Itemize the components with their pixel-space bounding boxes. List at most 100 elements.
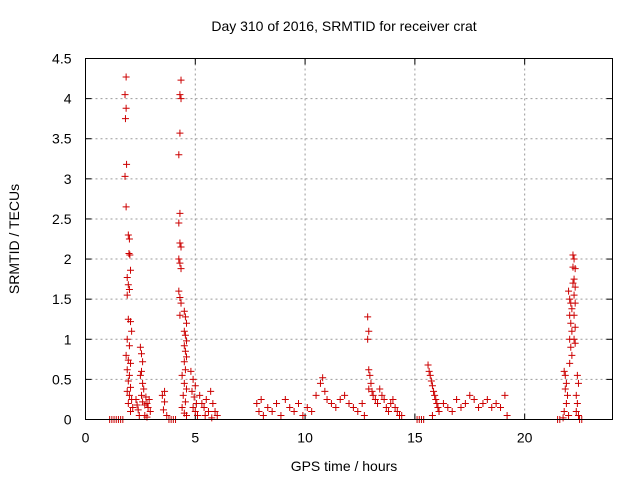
data-point — [380, 395, 388, 403]
data-point — [180, 307, 188, 315]
data-point — [573, 371, 581, 379]
data-point — [571, 299, 579, 307]
data-point — [213, 411, 221, 419]
axis-ticks: 0 0.5 1 1.5 2 2.5 3 3.5 4 4.5 0 5 10 15 20 — [52, 51, 613, 446]
data-point — [191, 407, 199, 415]
data-point — [176, 294, 184, 302]
y-tick-label: 2.5 — [52, 211, 72, 227]
data-point — [428, 411, 436, 419]
data-point — [367, 379, 375, 387]
data-series-srmtid — [106, 73, 586, 423]
data-point — [190, 393, 198, 401]
data-point — [179, 391, 187, 399]
data-point — [374, 399, 382, 407]
data-point — [341, 391, 349, 399]
data-point — [126, 251, 134, 259]
data-point — [180, 342, 188, 350]
data-point — [177, 265, 185, 273]
data-point — [208, 414, 216, 422]
data-point — [563, 391, 571, 399]
data-point — [277, 411, 285, 419]
data-point — [569, 251, 577, 259]
data-point — [178, 371, 186, 379]
x-tick-label: 10 — [297, 430, 313, 446]
data-point — [145, 395, 153, 403]
data-point — [570, 275, 578, 283]
data-point — [393, 407, 401, 415]
data-point — [439, 399, 447, 407]
data-point — [358, 399, 366, 407]
plot-frame — [85, 58, 613, 420]
x-tick-label: 5 — [191, 430, 199, 446]
chart-title: Day 310 of 2016, SRMTID for receiver cra… — [211, 18, 476, 34]
data-point — [571, 283, 579, 291]
data-point — [371, 395, 379, 403]
data-point — [368, 387, 376, 395]
data-point — [187, 367, 195, 375]
data-point — [193, 411, 201, 419]
data-point — [181, 366, 189, 374]
data-point — [378, 391, 386, 399]
data-point — [427, 377, 435, 385]
data-point — [253, 399, 261, 407]
data-point — [146, 407, 154, 415]
data-point — [290, 407, 298, 415]
data-point — [360, 411, 368, 419]
data-point — [181, 398, 189, 406]
data-point — [321, 387, 329, 395]
data-point — [211, 407, 219, 415]
data-point — [571, 323, 579, 331]
data-point — [567, 343, 575, 351]
data-point — [207, 387, 215, 395]
data-point — [444, 403, 452, 411]
data-point — [345, 399, 353, 407]
data-point — [136, 343, 144, 351]
data-point — [448, 407, 456, 415]
y-tick-label: 0 — [64, 412, 72, 428]
y-tick-label: 1.5 — [52, 291, 72, 307]
data-point — [177, 299, 185, 307]
data-point — [204, 407, 212, 415]
data-point — [125, 235, 133, 243]
data-point — [425, 367, 433, 375]
data-point — [475, 403, 483, 411]
data-point — [391, 403, 399, 411]
data-point — [570, 335, 578, 343]
data-point — [466, 391, 474, 399]
data-point — [501, 391, 509, 399]
data-point — [268, 407, 276, 415]
data-point — [426, 371, 434, 379]
data-point — [181, 331, 189, 339]
data-point — [457, 403, 465, 411]
data-point — [132, 395, 140, 403]
data-point — [123, 335, 131, 343]
data-point — [369, 391, 377, 399]
x-tick-label: 15 — [407, 430, 423, 446]
data-point — [488, 403, 496, 411]
data-point — [139, 358, 147, 366]
data-point — [163, 411, 171, 419]
data-point — [336, 395, 344, 403]
data-point — [178, 403, 186, 411]
data-point — [567, 319, 575, 327]
data-point — [461, 399, 469, 407]
y-tick-label: 3.5 — [52, 131, 72, 147]
data-point — [255, 407, 263, 415]
data-point — [364, 335, 372, 343]
data-point — [570, 255, 578, 263]
y-tick-label: 4.5 — [52, 51, 72, 67]
data-point — [183, 337, 191, 345]
data-point — [122, 104, 130, 112]
data-point — [183, 411, 191, 419]
data-point — [127, 318, 135, 326]
data-point — [139, 379, 147, 387]
data-point — [435, 407, 443, 415]
data-point — [560, 407, 568, 415]
data-point — [573, 399, 581, 407]
data-point — [136, 371, 144, 379]
data-point — [121, 115, 129, 123]
data-point — [562, 399, 570, 407]
y-tick-label: 2 — [64, 251, 72, 267]
data-point — [198, 399, 206, 407]
